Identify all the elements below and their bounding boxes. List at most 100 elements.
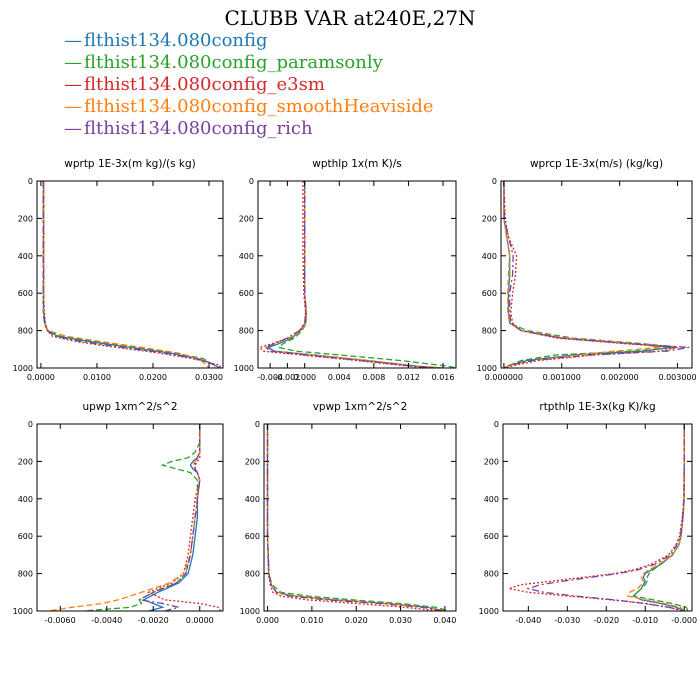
y-tick-label: 1000 [477, 364, 497, 373]
y-tick-label: 1000 [240, 607, 260, 616]
series-line [264, 181, 435, 368]
series-group [258, 181, 456, 368]
series-line [508, 424, 685, 611]
series-line [525, 424, 685, 611]
y-tick-label: 400 [18, 252, 33, 261]
x-tick-label: 0.030 [389, 616, 412, 625]
y-tick-label: 0 [494, 420, 499, 429]
legend-label: flthist134.080config_paramsonly [84, 52, 383, 73]
y-tick-label: 800 [484, 570, 499, 579]
x-tick-label: -0.0060 [45, 616, 76, 625]
legend-dash: — [64, 52, 82, 73]
y-tick-label: 0 [28, 420, 33, 429]
legend-dash: — [64, 30, 82, 51]
x-tick-label: 0.0000 [27, 373, 55, 382]
x-tick-label: -0.004 [257, 373, 283, 382]
y-tick-label: 600 [245, 532, 260, 541]
x-tick-label: 0.000 [293, 373, 316, 382]
x-tick-label: 0.016 [432, 373, 455, 382]
x-tick-label: -0.010 [632, 616, 658, 625]
x-tick-label: -0.030 [554, 616, 580, 625]
plot-frame [36, 180, 224, 369]
series-line [266, 424, 446, 611]
legend-label: flthist134.080config_smoothHeaviside [84, 96, 434, 117]
plot-frame [263, 423, 457, 612]
figure-title: CLUBB VAR at240E,27N [224, 6, 476, 30]
x-tick-label: -0.000 [671, 616, 697, 625]
series-line [146, 424, 222, 611]
chart-panel: wprtp 1E-3x(m kg)/(s kg) 0 200 400 600 800 100… [13, 158, 224, 382]
x-tick-label: -0.040 [515, 616, 541, 625]
y-tick-label: 0 [28, 177, 33, 186]
series-line [43, 181, 221, 368]
y-tick-label: 0 [492, 177, 497, 186]
panel-title: wprtp 1E-3x(m kg)/(s kg) [64, 158, 195, 170]
y-tick-label: 200 [239, 214, 254, 223]
legend-item: — flthist134.080config_rich [64, 118, 434, 140]
y-tick-label: 400 [18, 495, 33, 504]
series-line [626, 424, 685, 611]
series-line [277, 181, 456, 368]
series-group [266, 424, 450, 611]
panel-title: wpthlp 1x(m K)/s [312, 158, 402, 170]
legend-item: — flthist134.080config_paramsonly [64, 52, 434, 74]
x-tick-label: 0.020 [345, 616, 368, 625]
legend-dash: — [64, 74, 82, 95]
panel-title: wprcp 1E-3x(m/s) (kg/kg) [530, 158, 663, 170]
plot-frame [257, 180, 457, 369]
legend-label: flthist134.080config [84, 30, 268, 51]
y-tick-label: 600 [239, 289, 254, 298]
y-tick-label: 1000 [234, 364, 254, 373]
series-group [48, 424, 222, 611]
legend-item: — flthist134.080config [64, 30, 434, 52]
plot-frame [36, 423, 224, 612]
y-tick-label: 200 [484, 457, 499, 466]
x-tick-label: 0.0300 [195, 373, 223, 382]
panel-title: upwp 1xm^2/s^2 [83, 401, 178, 413]
series-line [137, 424, 201, 611]
x-tick-label: -0.002 [274, 373, 300, 382]
x-tick-label: 0.0000 [186, 616, 214, 625]
series-line [43, 181, 210, 368]
panel-title: rtpthlp 1E-3x(kg K)/kg [539, 401, 655, 413]
y-tick-label: 0 [255, 420, 260, 429]
legend: — flthist134.080config — flthist134.080con… [64, 30, 434, 140]
y-tick-label: 400 [245, 495, 260, 504]
series-line [266, 181, 444, 368]
plot-frame [500, 180, 693, 369]
series-line [264, 181, 444, 368]
chart-panel: wpthlp 1x(m K)/s 0 200 400 600 800 1000-0.004-… [234, 158, 457, 382]
series-line [503, 181, 672, 368]
y-tick-label: 800 [18, 570, 33, 579]
x-tick-label: 0.012 [397, 373, 420, 382]
y-tick-label: 1000 [13, 364, 33, 373]
legend-label: flthist134.080config_rich [84, 118, 313, 139]
legend-label: flthist134.080config_e3sm [84, 74, 325, 95]
y-tick-label: 800 [18, 327, 33, 336]
series-line [42, 181, 216, 368]
y-tick-label: 400 [482, 252, 497, 261]
x-tick-label: 0.000000 [485, 373, 523, 382]
series-line [83, 424, 201, 611]
chart-panel: upwp 1xm^2/s^2 0 200 400 600 800 1000 -0.0060 -0… [13, 401, 224, 625]
y-tick-label: 200 [482, 214, 497, 223]
y-tick-label: 600 [482, 289, 497, 298]
x-tick-label: -0.0020 [138, 616, 169, 625]
plot-frame [502, 423, 693, 612]
chart-panel: rtpthlp 1E-3x(kg K)/kg 0 200 400 600 800 1000 -… [479, 401, 697, 625]
x-tick-label: 0.004 [328, 373, 351, 382]
y-tick-label: 400 [484, 495, 499, 504]
x-tick-label: 0.001000 [543, 373, 581, 382]
series-line [266, 424, 446, 611]
y-tick-label: 200 [18, 214, 33, 223]
y-tick-label: 600 [18, 289, 33, 298]
panel-title: vpwp 1xm^2/s^2 [313, 401, 408, 413]
series-line [42, 181, 216, 368]
series-line [266, 424, 450, 611]
series-line [48, 424, 201, 611]
x-tick-label: -0.0040 [91, 616, 122, 625]
y-tick-label: 800 [239, 327, 254, 336]
x-tick-label: 0.010 [300, 616, 323, 625]
